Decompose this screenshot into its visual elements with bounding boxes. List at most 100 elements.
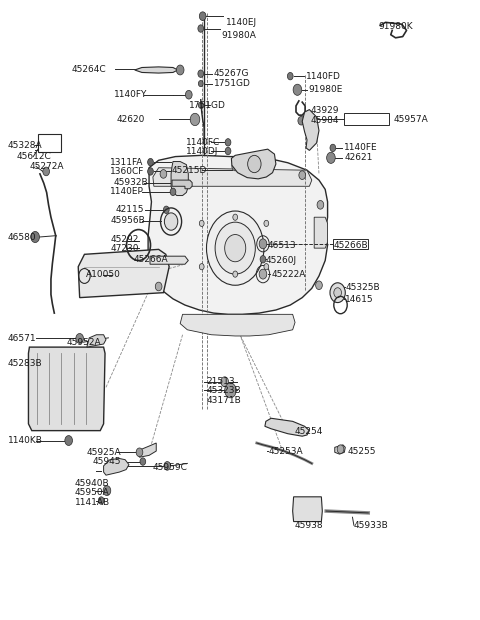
Circle shape [170,188,176,195]
Text: 45957A: 45957A [393,115,428,124]
Circle shape [198,102,203,108]
Circle shape [317,200,324,209]
Text: 91980K: 91980K [379,22,413,31]
Circle shape [148,168,154,175]
Text: 1140FY: 1140FY [114,91,147,99]
Polygon shape [148,156,327,314]
Circle shape [288,73,293,80]
Circle shape [330,283,345,303]
Text: 1751GD: 1751GD [189,100,226,110]
Text: 45255: 45255 [347,446,376,456]
Polygon shape [150,256,188,264]
Circle shape [76,334,84,343]
Circle shape [334,288,341,298]
Text: 1751GD: 1751GD [214,79,251,88]
Text: 1360CF: 1360CF [110,167,144,176]
Text: 1141AB: 1141AB [75,498,110,507]
Text: 42115: 42115 [115,205,144,215]
Circle shape [164,461,170,470]
Text: 45292: 45292 [111,235,139,244]
Polygon shape [78,249,169,298]
Text: 43929: 43929 [311,106,339,115]
Text: 1140EJ: 1140EJ [226,19,257,27]
Circle shape [337,445,344,453]
Text: 45984: 45984 [311,116,339,125]
Circle shape [264,264,269,270]
Circle shape [43,167,49,175]
Polygon shape [104,458,129,475]
Text: 45267G: 45267G [214,69,249,78]
Circle shape [326,153,335,164]
Circle shape [198,81,203,87]
Text: 21513: 21513 [206,377,235,386]
Text: 42620: 42620 [117,115,145,124]
Polygon shape [137,443,156,457]
Bar [38,134,61,153]
Polygon shape [28,347,105,431]
Circle shape [98,497,104,504]
Circle shape [259,239,267,249]
Text: 1140FC: 1140FC [186,138,221,147]
Polygon shape [172,180,192,188]
Circle shape [206,211,264,285]
Polygon shape [335,445,345,454]
Circle shape [185,91,192,99]
Polygon shape [180,314,295,336]
Circle shape [31,231,39,242]
Circle shape [156,282,162,291]
Text: 43171B: 43171B [206,396,241,405]
Circle shape [148,159,154,166]
Text: 45260J: 45260J [265,256,297,265]
Circle shape [293,84,302,95]
Circle shape [199,264,204,270]
Circle shape [260,255,266,263]
Text: 45959C: 45959C [153,463,188,472]
Text: 45952A: 45952A [67,338,101,347]
Text: 45253A: 45253A [269,446,303,456]
Text: 45264C: 45264C [72,65,106,74]
Text: 46580: 46580 [8,232,36,242]
Circle shape [221,377,228,387]
Circle shape [199,220,204,226]
Circle shape [299,171,306,179]
Circle shape [103,485,111,495]
Text: 1140DJ: 1140DJ [186,146,219,156]
Circle shape [65,436,72,446]
Text: 45945: 45945 [92,457,120,466]
Text: 45932B: 45932B [114,178,148,187]
Text: 45328A: 45328A [8,141,43,150]
Text: 1140FD: 1140FD [306,72,340,81]
Polygon shape [231,149,276,179]
Text: 91980A: 91980A [222,31,257,40]
Circle shape [298,117,305,125]
Text: 1140EP: 1140EP [110,187,144,197]
Text: 45215D: 45215D [172,166,207,175]
Circle shape [233,271,238,277]
Circle shape [198,25,204,32]
Text: 42621: 42621 [344,153,372,162]
Text: A10050: A10050 [86,270,121,279]
Circle shape [199,12,206,20]
Circle shape [259,269,267,279]
Polygon shape [171,162,188,195]
Circle shape [248,156,261,172]
Text: 45254: 45254 [295,427,323,436]
Polygon shape [135,67,178,73]
Polygon shape [265,418,310,436]
Circle shape [233,214,238,220]
Text: 45325B: 45325B [345,283,380,291]
Circle shape [232,162,239,171]
Circle shape [215,222,255,274]
Text: 45956B: 45956B [111,216,145,226]
Text: 45940B: 45940B [75,479,109,488]
Circle shape [163,206,169,213]
Text: 45323B: 45323B [206,386,241,395]
Circle shape [316,281,323,290]
Text: 45925A: 45925A [87,448,121,457]
Text: 46571: 46571 [8,334,36,343]
Circle shape [176,65,184,75]
Circle shape [136,448,143,456]
Bar [333,239,368,249]
Circle shape [225,139,231,146]
Polygon shape [314,217,327,248]
